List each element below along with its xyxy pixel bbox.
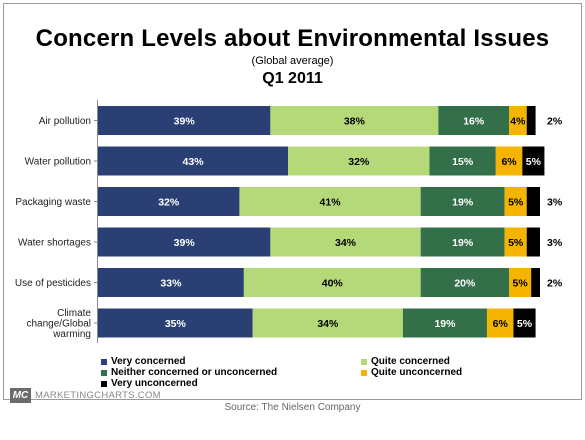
bar-segment: [504, 187, 527, 216]
legend-item-very-concerned: Very concerned: [101, 356, 185, 367]
bar-segment: [526, 106, 536, 135]
data-label: 32%: [158, 197, 180, 209]
category-label: Use of pesticides: [15, 278, 91, 289]
legend-label: Neither concerned or unconcerned: [111, 367, 278, 378]
legend-swatch: [361, 369, 367, 376]
bar-segment: [522, 146, 545, 176]
legend-label: Very concerned: [111, 356, 186, 367]
bar-segment: [420, 187, 505, 216]
data-label: 6%: [501, 156, 517, 168]
data-label: 5%: [508, 237, 524, 249]
bar-segment: [98, 308, 253, 338]
chart-period: Q1 2011: [262, 70, 323, 87]
bar-segment: [495, 146, 523, 176]
bar-segment: [243, 268, 421, 297]
bar-segment: [420, 227, 505, 257]
data-label: 19%: [452, 197, 474, 209]
bar-segment: [429, 146, 496, 176]
bar-segment: [98, 268, 244, 297]
data-label: 4%: [510, 116, 526, 128]
bar-segment: [270, 106, 439, 135]
bar-segment: [509, 106, 527, 135]
legend-swatch: [101, 369, 107, 376]
data-label: 33%: [160, 278, 182, 290]
data-label: 2%: [547, 278, 563, 290]
bar-segment: [98, 106, 271, 135]
data-label: 5%: [508, 197, 524, 209]
category-label: Climate change/Global warming: [27, 308, 92, 340]
bar-segment: [98, 227, 271, 257]
data-label: 34%: [317, 318, 339, 330]
category-label: Air pollution: [39, 116, 91, 127]
bar-segment: [509, 268, 532, 297]
data-label: 5%: [517, 318, 533, 330]
legend-item-quite-concerned: Quite concerned: [361, 356, 450, 367]
data-label: 3%: [547, 197, 563, 209]
brand-logo: MC MARKETINGCHARTS.COM: [10, 388, 161, 403]
brand-mark: MC: [10, 388, 31, 403]
data-label: 39%: [174, 116, 196, 128]
data-label: 35%: [165, 318, 187, 330]
category-label: Packaging waste: [15, 197, 91, 208]
bar-segment: [438, 106, 510, 135]
bar-segment: [270, 227, 421, 257]
legend-item-quite-unconcerned: Quite unconcerned: [361, 367, 462, 378]
data-label: 40%: [322, 278, 344, 290]
bar-segment: [526, 227, 540, 257]
data-label: 2%: [547, 116, 563, 128]
data-label: 32%: [348, 156, 370, 168]
data-label: 34%: [335, 237, 357, 249]
legend-label: Quite unconcerned: [371, 367, 463, 378]
legend-label: Quite concerned: [371, 356, 450, 367]
legend-item-very-unconcerned: Very unconcerned: [101, 378, 198, 389]
category-label: Water pollution: [25, 157, 91, 168]
bar-segment: [531, 268, 540, 297]
bar-segment: [513, 308, 536, 338]
bar-segment: [402, 308, 487, 338]
bar-segment: [288, 146, 430, 176]
data-label: 41%: [320, 197, 342, 209]
bar-segment: [98, 187, 240, 216]
legend-swatch: [361, 358, 367, 365]
legend-item-neither: Neither concerned or unconcerned: [101, 367, 277, 378]
stacked-bar-chart: Air pollution 39% 38% 16% 4% 2% Water pollutio…: [15, 100, 563, 343]
bar-segment: [526, 187, 540, 216]
data-label: 38%: [344, 116, 366, 128]
bar-segment: [486, 308, 514, 338]
legend-label: Very unconcerned: [111, 378, 198, 389]
data-label: 3%: [547, 237, 563, 249]
legend-swatch: [101, 358, 107, 365]
data-label: 20%: [454, 278, 476, 290]
source-note: Source: The Nielsen Company: [224, 402, 361, 413]
data-label: 5%: [513, 278, 529, 290]
data-label: 5%: [526, 156, 542, 168]
bar-segment: [504, 227, 527, 257]
data-label: 39%: [174, 237, 196, 249]
data-label: 43%: [183, 156, 205, 168]
data-label: 19%: [434, 318, 456, 330]
data-label: 16%: [463, 116, 485, 128]
data-label: 6%: [493, 318, 509, 330]
bar-segment: [420, 268, 510, 297]
legend-swatch: [101, 380, 107, 387]
chart-title: Concern Levels about Environmental Issue…: [35, 25, 550, 52]
chart-subtitle: (Global average): [251, 55, 334, 67]
bar-segment: [239, 187, 421, 216]
bar-segment: [252, 308, 403, 338]
category-label: Water shortages: [18, 238, 91, 249]
data-label: 15%: [452, 156, 474, 168]
bar-segment: [98, 146, 289, 176]
data-label: 19%: [452, 237, 474, 249]
brand-text: MARKETINGCHARTS.COM: [35, 390, 161, 401]
